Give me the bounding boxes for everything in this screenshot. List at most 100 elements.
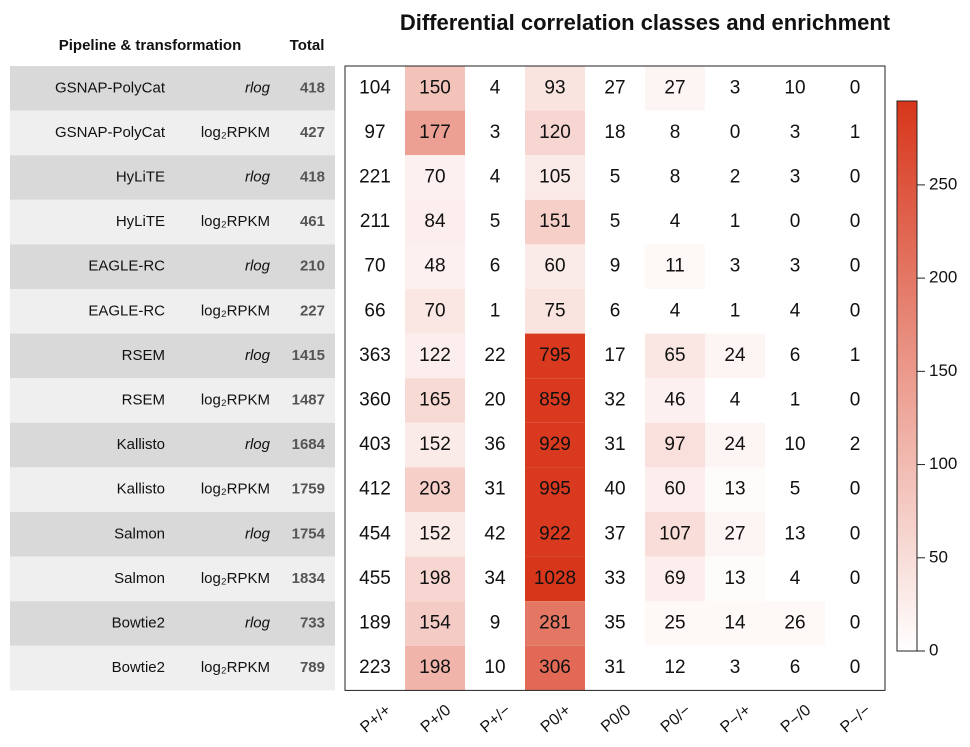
heat-cell (765, 601, 825, 646)
heat-cell (525, 199, 585, 245)
heat-cell (345, 244, 405, 289)
colorbar-tick-label: 100 (929, 454, 957, 473)
heat-cell (765, 512, 825, 557)
heat-cell (765, 645, 825, 691)
heat-cell (525, 645, 585, 691)
heat-cell (465, 556, 525, 602)
cell-label: 0 (850, 613, 861, 634)
total-label: 418 (300, 79, 325, 96)
row-band (10, 422, 335, 468)
heat-cell (465, 199, 525, 245)
cell-label: 31 (604, 657, 625, 678)
transformation-label: log₂RPKM (201, 302, 270, 319)
transformation-label: rlog (245, 525, 271, 542)
cell-label: 0 (850, 568, 861, 589)
heat-cell (345, 289, 405, 334)
cell-label: 1 (490, 300, 501, 321)
pipeline-label: Salmon (114, 525, 165, 542)
cell-label: 60 (664, 479, 685, 500)
heat-cell (825, 645, 885, 691)
cell-label: 9 (490, 613, 501, 634)
x-tick-label: P−/0 (778, 702, 815, 737)
cell-label: 22 (484, 345, 505, 366)
cell-label: 455 (359, 568, 391, 589)
cell-label: 1 (850, 122, 861, 143)
heat-cell (825, 289, 885, 334)
heat-cell (345, 66, 405, 111)
heat-cell (345, 333, 405, 379)
heat-cell (825, 378, 885, 423)
heat-cell (585, 333, 645, 379)
heat-cell (345, 378, 405, 423)
transformation-label: log₂RPKM (201, 481, 270, 498)
transformation-label: rlog (245, 436, 271, 453)
heat-cell (765, 378, 825, 423)
cell-label: 48 (424, 256, 445, 277)
cell-label: 150 (419, 77, 451, 98)
heat-cell (825, 422, 885, 468)
row-band (10, 289, 335, 334)
heat-cell (345, 155, 405, 200)
heat-cell (345, 512, 405, 557)
cell-label: 35 (604, 613, 625, 634)
colorbar-tick-label: 50 (929, 547, 948, 566)
heat-cell (765, 467, 825, 512)
cell-label: 107 (659, 523, 691, 544)
cell-label: 412 (359, 479, 391, 500)
heat-cell (405, 467, 465, 512)
x-tick-label: P−/+ (717, 702, 754, 737)
cell-label: 9 (610, 256, 621, 277)
row-band (10, 467, 335, 512)
cell-label: 3 (790, 256, 801, 277)
heat-cell (645, 110, 705, 156)
x-tick-label: P+/0 (418, 702, 455, 737)
heat-cell (525, 601, 585, 646)
cell-label: 27 (604, 77, 625, 98)
cell-label: 27 (724, 523, 745, 544)
heat-cell (405, 645, 465, 691)
heat-cell (705, 110, 765, 156)
heat-cell (765, 155, 825, 200)
heat-cell (825, 199, 885, 245)
heat-cell (465, 244, 525, 289)
transformation-label: rlog (245, 347, 271, 364)
cell-label: 122 (419, 345, 451, 366)
heat-cell (585, 289, 645, 334)
pipeline-label: Bowtie2 (112, 659, 165, 676)
heat-cell (705, 645, 765, 691)
heat-cell (645, 512, 705, 557)
heat-cell (585, 244, 645, 289)
cell-label: 211 (360, 211, 390, 232)
colorbar (896, 100, 918, 652)
cell-label: 3 (730, 256, 741, 277)
cell-label: 5 (610, 167, 621, 188)
heat-cell (405, 110, 465, 156)
total-label: 733 (300, 614, 325, 631)
chart-title: Differential correlation classes and enr… (400, 10, 891, 35)
x-tick-label: P0/+ (538, 702, 574, 736)
cell-label: 1 (850, 345, 861, 366)
row-band (10, 378, 335, 423)
heat-cell (465, 467, 525, 512)
heat-cell (825, 333, 885, 379)
cell-label: 0 (790, 211, 801, 232)
heat-cell (645, 645, 705, 691)
cell-label: 165 (419, 390, 451, 411)
cell-label: 859 (539, 390, 571, 411)
row-band (10, 244, 335, 289)
total-label: 1834 (292, 570, 326, 587)
heat-cell (585, 110, 645, 156)
heat-cell (405, 289, 465, 334)
cell-label: 46 (664, 390, 685, 411)
heat-cell (645, 467, 705, 512)
transformation-label: rlog (245, 614, 271, 631)
cell-label: 17 (604, 345, 625, 366)
cell-label: 1028 (534, 568, 576, 589)
heat-cell (525, 155, 585, 200)
cell-label: 25 (664, 613, 685, 634)
colorbar-tick-label: 150 (929, 361, 957, 380)
cell-label: 4 (790, 300, 801, 321)
pipeline-label: GSNAP-PolyCat (55, 124, 166, 141)
cell-label: 104 (359, 77, 391, 98)
row-band (10, 645, 335, 691)
